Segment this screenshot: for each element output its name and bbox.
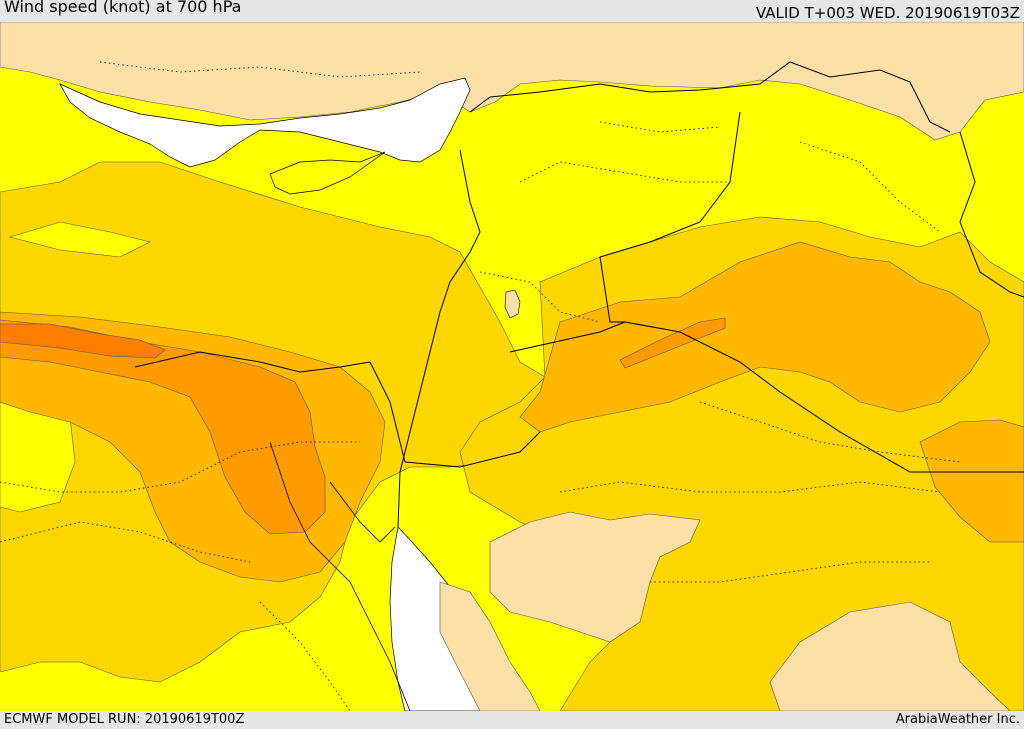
wind-speed-map (0, 22, 1024, 711)
model-run-label: ECMWF MODEL RUN: 20190619T00Z (4, 712, 245, 727)
north-calm-region (0, 22, 1024, 141)
cyprus-island (269, 151, 386, 195)
wind-band-level-1-pocket-b (8, 221, 151, 258)
valid-time-label: VALID T+003 WED. 20190619T03Z (755, 4, 1020, 22)
south-calm-region-arabia (489, 511, 701, 643)
coastlines (269, 441, 411, 711)
south-calm-region-east (769, 601, 1011, 711)
dead-sea (504, 289, 521, 319)
header-bar: Wind speed (knot) at 700 hPa VALID T+003… (0, 0, 1024, 22)
credit-label: ArabiaWeather Inc. (895, 712, 1020, 727)
wind-band-level-4-east (619, 317, 726, 369)
map-area (0, 22, 1024, 711)
map-title: Wind speed (knot) at 700 hPa (4, 0, 242, 16)
wind-band-level-3-southeast (919, 419, 1024, 543)
province-borders (0, 61, 961, 711)
footer-bar: ECMWF MODEL RUN: 20190619T00Z ArabiaWeat… (0, 711, 1024, 729)
mediterranean-sea (59, 77, 471, 168)
wind-band-level-5-streak (0, 323, 166, 359)
wind-band-level-3-east (519, 241, 991, 433)
west-calm-region-red-sea (439, 581, 541, 711)
national-borders (134, 61, 1024, 528)
